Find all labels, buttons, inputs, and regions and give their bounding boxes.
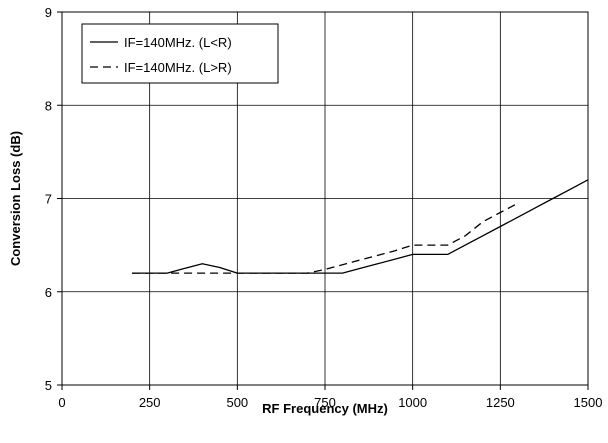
- series-line-solid: [132, 179, 589, 274]
- x-tick-label: 1250: [486, 395, 515, 410]
- x-tick-label: 0: [58, 395, 65, 410]
- y-tick-label: 8: [45, 98, 52, 113]
- x-tick-label: 500: [226, 395, 248, 410]
- y-tick-label: 7: [45, 192, 52, 207]
- y-tick-label: 5: [45, 378, 52, 393]
- legend-label: IF=140MHz. (L<R): [124, 35, 232, 50]
- x-axis-title: RF Frequency (MHz): [262, 401, 388, 416]
- x-tick-label: 1000: [398, 395, 427, 410]
- legend-box: [81, 23, 279, 84]
- legend-label: IF=140MHz. (L>R): [124, 60, 232, 75]
- ticks: 0 250 500 750 1000 1250 1500 5 6 7 8 9: [45, 5, 603, 410]
- x-tick-label: 1500: [574, 395, 603, 410]
- x-tick-label: 250: [139, 395, 161, 410]
- legend: IF=140MHz. (L<R) IF=140MHz. (L>R): [81, 23, 279, 84]
- series-line-dashed: [132, 202, 519, 274]
- y-tick-label: 9: [45, 5, 52, 20]
- series-layer: [132, 179, 589, 274]
- y-tick-label: 6: [45, 285, 52, 300]
- y-axis-title: Conversion Loss (dB): [8, 131, 23, 266]
- x-tick-label: 750: [314, 395, 336, 410]
